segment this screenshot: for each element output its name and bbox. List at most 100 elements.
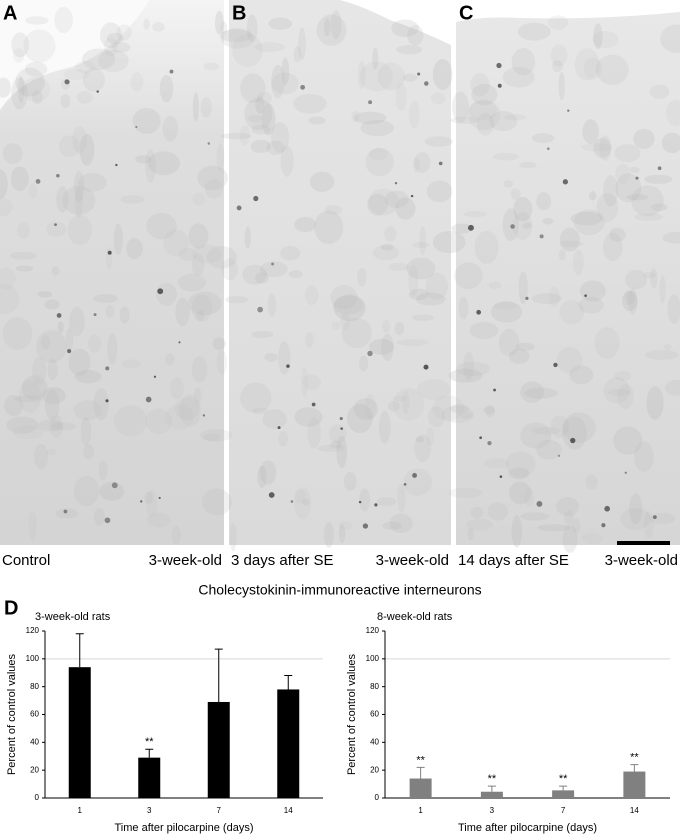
texture-spot	[520, 381, 544, 403]
y-tick-label: 0	[375, 793, 380, 802]
texture-spot	[467, 527, 474, 541]
texture-spot	[351, 110, 360, 123]
texture-spot	[470, 73, 490, 97]
texture-spot	[513, 196, 533, 222]
texture-spot	[79, 133, 95, 166]
texture-spot	[625, 269, 648, 290]
texture-spot	[520, 512, 550, 521]
cell	[63, 509, 68, 514]
texture-spot	[341, 317, 372, 349]
texture-spot	[414, 434, 432, 463]
texture-spot	[74, 186, 83, 218]
texture-spot	[489, 110, 518, 132]
texture-spot	[594, 327, 620, 360]
texture-spot	[532, 427, 561, 435]
texture-spot	[450, 116, 480, 124]
cell	[140, 500, 143, 503]
texture	[0, 6, 680, 553]
texture-spot	[37, 419, 64, 432]
texture-spot	[414, 152, 431, 173]
texture-spot	[305, 331, 314, 348]
cell	[257, 306, 264, 313]
texture-spot	[578, 296, 604, 314]
y-tick-label: 100	[366, 654, 380, 663]
texture-spot	[240, 382, 272, 413]
bar	[623, 771, 646, 798]
texture-spot	[360, 119, 394, 137]
cell	[635, 176, 639, 180]
cell	[525, 296, 529, 300]
texture-spot	[165, 404, 194, 430]
texture-spot	[252, 407, 268, 415]
cell	[35, 179, 41, 184]
texture-spot	[177, 273, 207, 292]
texture-spot	[82, 67, 105, 92]
texture-spot	[574, 48, 600, 81]
texture-spot	[151, 22, 165, 32]
texture-spot	[667, 294, 680, 324]
texture-spot	[573, 209, 606, 236]
caption: 3 days after SE	[231, 552, 334, 569]
texture-spot	[474, 230, 499, 264]
texture-spot	[261, 103, 276, 136]
cell	[557, 454, 561, 457]
texture-spot	[106, 32, 124, 44]
texture-spot	[111, 42, 131, 53]
texture-spot	[629, 166, 640, 174]
cell	[271, 262, 275, 266]
cell	[339, 416, 343, 421]
texture-spot	[98, 460, 108, 481]
texture-spot	[581, 533, 603, 545]
cell	[412, 473, 417, 478]
cell	[54, 223, 57, 226]
texture-spot	[73, 475, 100, 507]
texture-spot	[463, 351, 474, 381]
texture-spot	[650, 203, 668, 211]
y-axis-label: Percent of control values	[346, 653, 358, 775]
x-tick-label: 7	[217, 806, 222, 815]
texture-spot	[614, 144, 641, 163]
texture-spot	[13, 395, 44, 403]
cell	[570, 437, 576, 444]
cell	[476, 309, 482, 315]
cell	[438, 161, 443, 166]
cell	[479, 436, 483, 440]
caption: 3-week-old	[376, 552, 449, 569]
texture-spot	[592, 30, 619, 49]
error-bar	[145, 748, 154, 758]
texture-spot	[216, 350, 228, 376]
texture-spot	[309, 171, 335, 192]
cell	[467, 224, 474, 231]
cell	[362, 523, 369, 529]
figure-title: Cholecystokinin-immunoreactive interneur…	[198, 582, 481, 598]
texture-spot	[73, 170, 85, 203]
texture-spot	[330, 284, 358, 310]
texture-spot	[317, 444, 346, 452]
texture-spot	[382, 521, 402, 530]
texture-spot	[394, 321, 405, 336]
micrograph-blank	[229, 0, 451, 45]
texture-spot	[620, 508, 651, 530]
texture-spot	[488, 281, 502, 290]
texture-spot	[271, 122, 290, 153]
panel-letter: D	[4, 597, 18, 619]
texture-spot	[18, 379, 42, 413]
texture-spot	[451, 223, 473, 234]
cell	[96, 90, 99, 93]
texture-spot	[105, 305, 115, 319]
texture-spot	[662, 231, 680, 244]
texture-spot	[624, 290, 635, 305]
texture-spot	[467, 99, 501, 131]
texture-spot	[103, 37, 118, 57]
texture-spot	[281, 57, 290, 86]
texture-spot	[28, 511, 37, 541]
cell	[487, 440, 492, 446]
x-tick-label: 1	[418, 806, 423, 815]
texture-spot	[74, 369, 102, 384]
texture-spot	[384, 190, 409, 208]
cell	[410, 194, 414, 198]
cell	[268, 492, 275, 498]
cell	[311, 402, 316, 407]
texture-spot	[393, 395, 407, 402]
texture-spot	[268, 17, 293, 31]
